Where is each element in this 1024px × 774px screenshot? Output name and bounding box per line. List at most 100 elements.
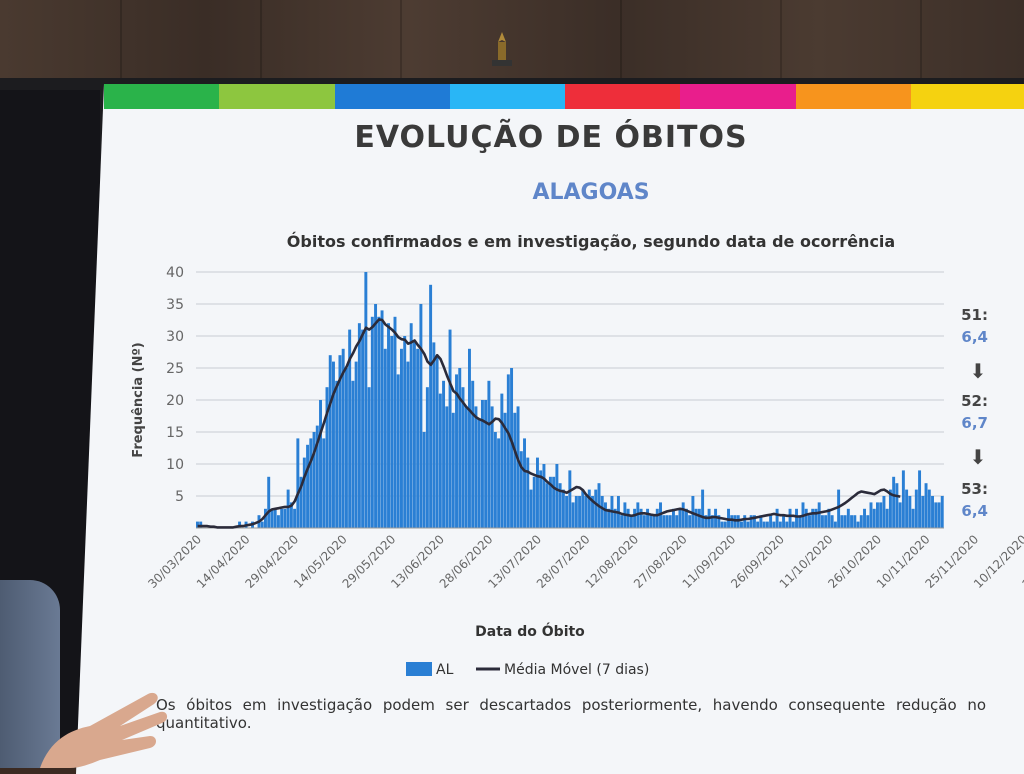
bar: [614, 509, 617, 528]
bar: [808, 515, 811, 528]
bar: [413, 342, 416, 528]
bar: [604, 502, 607, 528]
bar: [374, 304, 377, 528]
bar: [478, 419, 481, 528]
bar: [688, 515, 691, 528]
bar: [296, 438, 299, 528]
bar: [646, 509, 649, 528]
bar: [309, 438, 312, 528]
bar: [199, 522, 202, 528]
bar: [562, 490, 565, 528]
bar: [364, 272, 367, 528]
bar: [743, 515, 746, 528]
bar: [840, 515, 843, 528]
bar: [270, 509, 273, 528]
bar: [439, 394, 442, 528]
bar: [283, 509, 286, 528]
bar: [857, 522, 860, 528]
side-note-week: 53:: [961, 480, 988, 498]
side-note-week: 51:: [961, 306, 988, 324]
bar: [620, 515, 623, 528]
bar: [750, 515, 753, 528]
bar: [487, 381, 490, 528]
bar: [666, 515, 669, 528]
legend-label-al: AL: [436, 662, 454, 678]
bar: [491, 406, 494, 528]
bar: [863, 509, 866, 528]
bar: [912, 509, 915, 528]
bar: [763, 522, 766, 528]
side-note-value: 6,4: [961, 328, 988, 346]
bar: [429, 285, 432, 528]
bar: [513, 413, 516, 528]
bar: [500, 394, 503, 528]
bar: [889, 490, 892, 528]
bar: [908, 496, 911, 528]
bar: [474, 406, 477, 528]
bar: [675, 515, 678, 528]
bar: [264, 509, 267, 528]
bar: [928, 490, 931, 528]
bar: [805, 509, 808, 528]
presenter-arm: [0, 580, 60, 768]
bar: [452, 413, 455, 528]
moving-average-line: [198, 319, 901, 527]
bar: [588, 490, 591, 528]
bar: [410, 323, 413, 528]
legend-label-moving-average: Média Móvel (7 dias): [504, 662, 649, 678]
bar: [811, 509, 814, 528]
bar: [653, 515, 656, 528]
bar: [322, 438, 325, 528]
wall-seam: [260, 0, 262, 90]
bar: [377, 317, 380, 528]
bar: [238, 522, 241, 528]
bar: [559, 483, 562, 528]
bar: [834, 522, 837, 528]
bar: [381, 310, 384, 528]
y-tick-label: 15: [166, 425, 184, 441]
x-axis-label: Data do Óbito: [475, 622, 585, 640]
bar: [539, 470, 542, 528]
bar: [578, 496, 581, 528]
bar: [432, 342, 435, 528]
bar: [915, 490, 918, 528]
y-axis-label: Frequência (Nº): [131, 342, 146, 457]
bar: [494, 432, 497, 528]
bar: [523, 438, 526, 528]
bar: [390, 336, 393, 528]
presentation-slide: EVOLUÇÃO DE ÓBITOS ALAGOAS Óbitos confir…: [76, 84, 1024, 774]
bar: [533, 477, 536, 528]
bar: [351, 381, 354, 528]
bar: [672, 509, 675, 528]
bar: [931, 496, 934, 528]
bar: [844, 515, 847, 528]
bar: [465, 406, 468, 528]
bar: [517, 406, 520, 528]
bar: [536, 458, 539, 528]
bar: [918, 470, 921, 528]
bar: [643, 515, 646, 528]
bar: [345, 368, 348, 528]
bar: [895, 483, 898, 528]
bar: [921, 496, 924, 528]
bar: [753, 515, 756, 528]
bar: [905, 490, 908, 528]
bar: [821, 515, 824, 528]
bar: [462, 387, 465, 528]
bar: [290, 502, 293, 528]
bar: [581, 490, 584, 528]
bar: [585, 496, 588, 528]
y-tick-label: 5: [175, 489, 184, 505]
bar: [319, 400, 322, 528]
bar: [818, 502, 821, 528]
footnote: Os óbitos em investigação podem ser desc…: [156, 696, 986, 732]
bar: [837, 490, 840, 528]
wall-seam: [620, 0, 622, 90]
bar: [814, 509, 817, 528]
bar: [423, 432, 426, 528]
bar: [274, 509, 277, 528]
bar: [669, 515, 672, 528]
bar: [662, 515, 665, 528]
bar: [445, 406, 448, 528]
bar: [782, 515, 785, 528]
